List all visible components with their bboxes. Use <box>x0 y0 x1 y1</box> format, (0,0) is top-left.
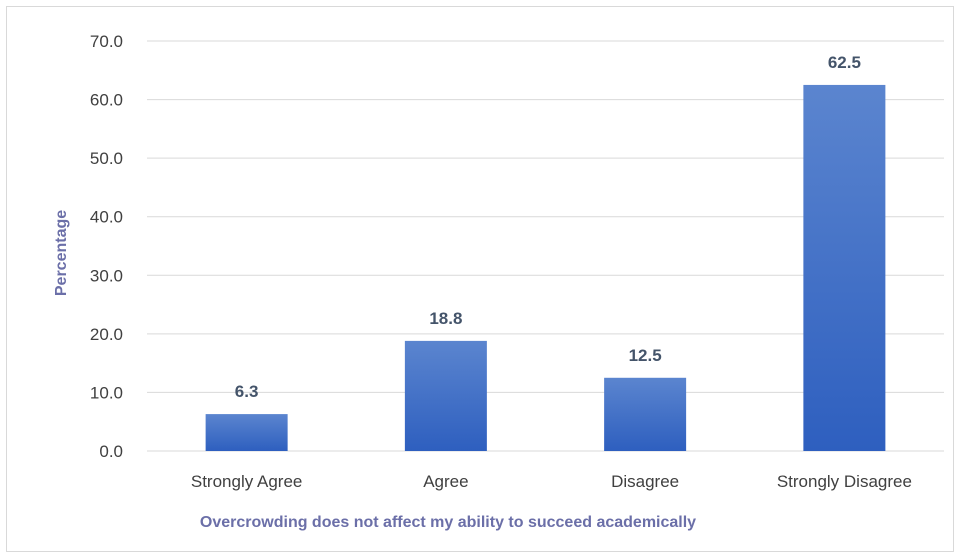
x-category-label: Agree <box>423 472 468 491</box>
data-label: 18.8 <box>429 309 462 328</box>
bar <box>205 414 288 451</box>
y-tick-label: 20.0 <box>90 325 123 344</box>
y-axis-ticks: 0.0 10.0 20.0 30.0 40.0 50.0 60.0 70.0 <box>90 32 123 461</box>
y-tick-label: 70.0 <box>90 32 123 51</box>
y-tick-label: 40.0 <box>90 208 123 227</box>
bars <box>205 84 886 451</box>
bar <box>803 84 886 451</box>
y-tick-label: 0.0 <box>99 442 123 461</box>
chart-frame: 0.0 10.0 20.0 30.0 40.0 50.0 60.0 70.0 6.3 18.8 1… <box>6 6 954 552</box>
bar <box>604 377 687 451</box>
bar <box>404 340 487 451</box>
y-axis-title: Percentage <box>53 210 70 296</box>
y-tick-label: 50.0 <box>90 149 123 168</box>
data-labels: 6.3 18.8 12.5 62.5 <box>235 53 861 401</box>
bar-chart: 0.0 10.0 20.0 30.0 40.0 50.0 60.0 70.0 6.3 18.8 1… <box>53 32 944 531</box>
x-category-label: Disagree <box>611 472 679 491</box>
y-tick-label: 10.0 <box>90 383 123 402</box>
y-tick-label: 60.0 <box>90 91 123 110</box>
gridlines <box>147 40 944 452</box>
data-label: 12.5 <box>629 346 662 365</box>
x-axis-categories: Strongly Agree Agree Disagree Strongly Disa… <box>191 472 912 491</box>
data-label: 62.5 <box>828 53 861 72</box>
y-tick-label: 30.0 <box>90 266 123 285</box>
x-axis-title: Overcrowding does not affect my ability … <box>200 514 696 531</box>
x-category-label: Strongly Agree <box>191 472 303 491</box>
x-category-label: Strongly Disagree <box>777 472 912 491</box>
data-label: 6.3 <box>235 382 259 401</box>
